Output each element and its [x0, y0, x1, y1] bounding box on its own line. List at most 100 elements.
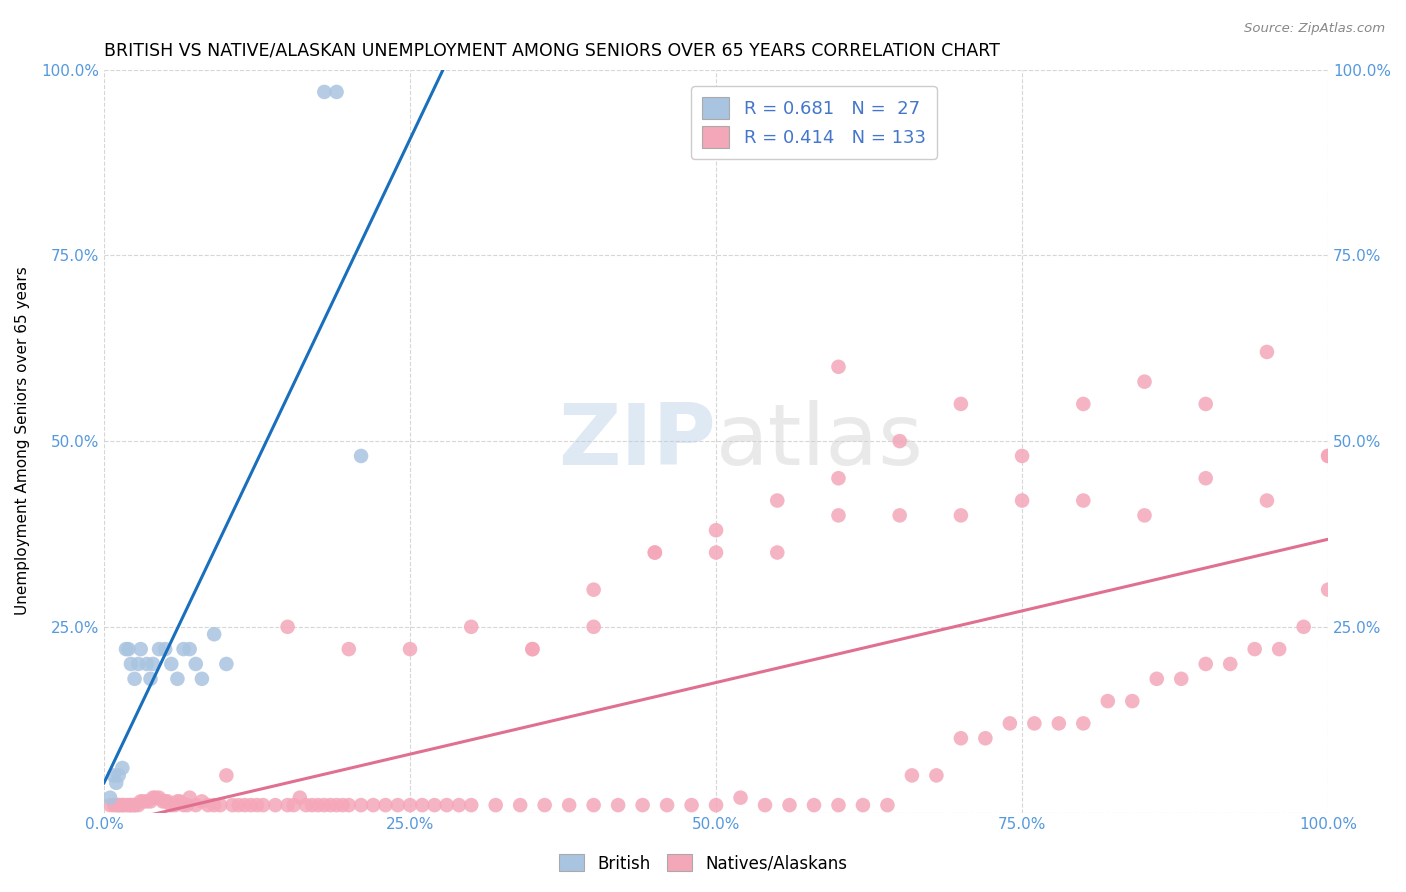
Point [139, 672, 162, 686]
Point [509, 798, 531, 813]
Point [779, 798, 801, 813]
Point [423, 798, 446, 813]
Point [447, 798, 470, 813]
Point [111, 798, 134, 813]
Point [1292, 620, 1315, 634]
Point [827, 798, 849, 813]
Point [644, 545, 666, 559]
Point [1195, 471, 1218, 485]
Point [215, 657, 238, 671]
Point [704, 798, 727, 813]
Point [233, 798, 256, 813]
Legend: R = 0.681   N =  27, R = 0.414   N = 133: R = 0.681 N = 27, R = 0.414 N = 133 [692, 87, 936, 159]
Point [252, 798, 274, 813]
Point [607, 798, 630, 813]
Point [1170, 672, 1192, 686]
Point [228, 798, 250, 813]
Point [1047, 716, 1070, 731]
Point [1243, 642, 1265, 657]
Point [1317, 582, 1340, 597]
Point [127, 657, 149, 671]
Legend: British, Natives/Alaskans: British, Natives/Alaskans [553, 847, 853, 880]
Point [166, 794, 188, 808]
Point [558, 798, 581, 813]
Point [631, 798, 654, 813]
Point [974, 731, 997, 746]
Point [582, 620, 605, 634]
Point [277, 798, 299, 813]
Point [704, 523, 727, 537]
Point [925, 768, 948, 782]
Point [901, 768, 924, 782]
Point [197, 798, 219, 813]
Point [179, 642, 201, 657]
Point [827, 508, 849, 523]
Point [522, 642, 544, 657]
Point [803, 798, 825, 813]
Point [215, 768, 238, 782]
Point [998, 716, 1021, 731]
Point [135, 794, 157, 808]
Point [681, 798, 703, 813]
Point [115, 798, 138, 813]
Point [1317, 449, 1340, 463]
Point [1011, 449, 1033, 463]
Point [460, 798, 482, 813]
Point [301, 798, 323, 813]
Point [117, 798, 139, 813]
Point [1133, 375, 1156, 389]
Point [135, 657, 157, 671]
Point [124, 798, 146, 813]
Point [142, 790, 165, 805]
Point [132, 794, 155, 808]
Point [876, 798, 898, 813]
Point [152, 794, 174, 808]
Point [264, 798, 287, 813]
Point [730, 790, 752, 805]
Point [283, 798, 305, 813]
Point [436, 798, 458, 813]
Text: atlas: atlas [716, 400, 924, 483]
Point [145, 790, 167, 805]
Point [314, 798, 336, 813]
Point [169, 794, 191, 808]
Point [1256, 345, 1278, 359]
Point [1195, 657, 1218, 671]
Point [1121, 694, 1143, 708]
Point [1146, 672, 1168, 686]
Point [1071, 493, 1094, 508]
Point [533, 798, 555, 813]
Y-axis label: Unemployment Among Seniors over 65 years: Unemployment Among Seniors over 65 years [15, 267, 30, 615]
Point [295, 798, 318, 813]
Point [246, 798, 269, 813]
Point [1011, 493, 1033, 508]
Point [889, 434, 911, 448]
Point [115, 642, 138, 657]
Point [827, 359, 849, 374]
Point [1256, 493, 1278, 508]
Point [337, 642, 360, 657]
Point [221, 798, 243, 813]
Point [105, 776, 128, 790]
Point [103, 768, 125, 782]
Point [173, 798, 195, 813]
Point [754, 798, 776, 813]
Point [399, 798, 422, 813]
Point [173, 642, 195, 657]
Point [277, 620, 299, 634]
Point [107, 798, 129, 813]
Point [387, 798, 409, 813]
Point [1133, 508, 1156, 523]
Point [766, 545, 789, 559]
Point [582, 798, 605, 813]
Point [1071, 716, 1094, 731]
Point [98, 798, 121, 813]
Point [655, 798, 678, 813]
Point [307, 798, 329, 813]
Point [1097, 694, 1119, 708]
Point [644, 545, 666, 559]
Point [139, 794, 162, 808]
Point [111, 761, 134, 775]
Point [202, 798, 225, 813]
Point [1268, 642, 1291, 657]
